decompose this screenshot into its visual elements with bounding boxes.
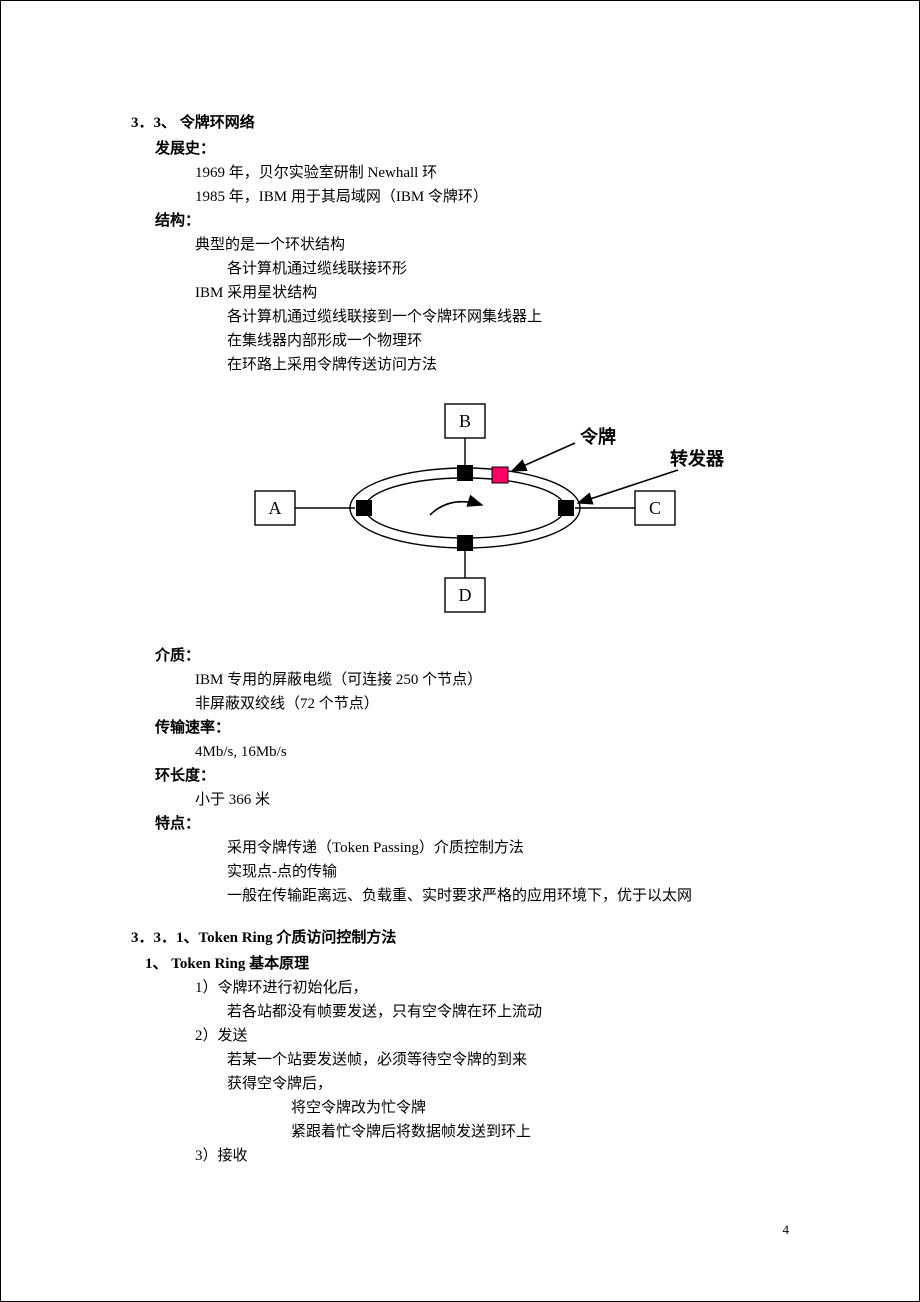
item1-body: 若各站都没有帧要发送，只有空令牌在环上流动 — [227, 1000, 789, 1024]
features-line-1: 采用令牌传递（Token Passing）介质控制方法 — [227, 836, 789, 860]
rate-title: 传输速率： — [155, 716, 789, 740]
item1-head: 1）令牌环进行初始化后， — [195, 976, 789, 1000]
token-ring-diagram: A B C D 令牌 转发器 — [131, 395, 789, 630]
structure-ibm-sub-3: 在环路上采用令牌传送访问方法 — [227, 353, 789, 377]
ringlen-line: 小于 366 米 — [195, 788, 789, 812]
history-title: 发展史： — [155, 137, 789, 161]
history-line-1: 1969 年，贝尔实验室研制 Newhall 环 — [195, 161, 789, 185]
item2-head: 2）发送 — [195, 1024, 789, 1048]
structure-typical: 典型的是一个环状结构 — [195, 233, 789, 257]
node-a-label: A — [269, 498, 282, 518]
rate-line: 4Mb/s, 16Mb/s — [195, 740, 789, 764]
node-d-label: D — [459, 585, 472, 605]
node-c-label: C — [649, 498, 661, 518]
features-line-3: 一般在传输距离远、负载重、实时要求严格的应用环境下，优于以太网 — [227, 884, 789, 908]
structure-title: 结构： — [155, 209, 789, 233]
features-line-2: 实现点-点的传输 — [227, 860, 789, 884]
structure-ibm-sub-1: 各计算机通过缆线联接到一个令牌环网集线器上 — [227, 305, 789, 329]
document-page: 3．3、 令牌环网络 发展史： 1969 年，贝尔实验室研制 Newhall 环… — [0, 0, 920, 1302]
features-title: 特点： — [155, 812, 789, 836]
page-number: 4 — [783, 1220, 790, 1241]
medium-line-2: 非屏蔽双绞线（72 个节点） — [195, 692, 789, 716]
heading-3-3: 3．3、 令牌环网络 — [131, 111, 789, 135]
heading-3-3-1: 3．3．1、Token Ring 介质访问控制方法 — [131, 926, 789, 950]
item2-l1: 若某一个站要发送帧，必须等待空令牌的到来 — [227, 1048, 789, 1072]
item2-l2: 获得空令牌后， — [227, 1072, 789, 1096]
structure-ibm: IBM 采用星状结构 — [195, 281, 789, 305]
item3-head: 3）接收 — [195, 1144, 789, 1168]
item2-l3: 将空令牌改为忙令牌 — [291, 1096, 789, 1120]
repeater-label: 转发器 — [670, 448, 725, 469]
medium-title: 介质： — [155, 644, 789, 668]
structure-ibm-sub-2: 在集线器内部形成一个物理环 — [227, 329, 789, 353]
node-b-label: B — [459, 411, 471, 431]
history-line-2: 1985 年，IBM 用于其局域网（IBM 令牌环） — [195, 185, 789, 209]
structure-typical-sub: 各计算机通过缆线联接环形 — [227, 257, 789, 281]
medium-line-1: IBM 专用的屏蔽电缆（可连接 250 个节点） — [195, 668, 789, 692]
token-label: 令牌 — [579, 426, 616, 447]
sub1-title: 1、 Token Ring 基本原理 — [145, 952, 789, 976]
ringlen-title: 环长度： — [155, 764, 789, 788]
item2-l4: 紧跟着忙令牌后将数据帧发送到环上 — [291, 1120, 789, 1144]
